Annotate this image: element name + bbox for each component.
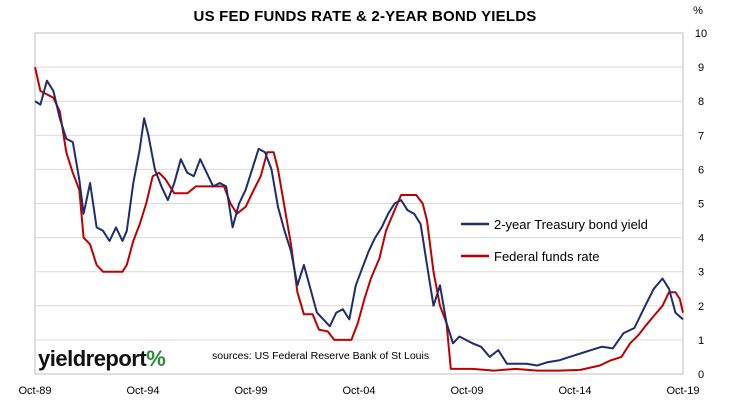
x-tick-label-3: Oct-04 <box>342 385 375 397</box>
y-tick-label-6: 6 <box>698 164 704 176</box>
yieldreport-logo: yieldreport% <box>38 346 166 372</box>
y-unit-label: % <box>693 5 703 17</box>
y-tick-label-7: 7 <box>698 130 704 142</box>
series-line-treasury-yield <box>34 79 684 367</box>
y-tick-label-3: 3 <box>698 267 704 279</box>
y-tick-label-4: 4 <box>698 233 704 245</box>
x-tick-label-1: Oct-94 <box>126 385 159 397</box>
source-note: sources: US Federal Reserve Bank of St L… <box>212 350 429 362</box>
x-tick-label-2: Oct-99 <box>234 385 267 397</box>
x-tick-label-5: Oct-14 <box>558 385 591 397</box>
series-line-fed-funds-rate <box>34 66 684 372</box>
y-tick-label-2: 2 <box>698 301 704 313</box>
legend: 2-year Treasury bond yield Federal funds… <box>461 217 648 264</box>
y-tick-label-1: 1 <box>698 335 704 347</box>
chart-title: US FED FUNDS RATE & 2-YEAR BOND YIELDS <box>193 8 537 25</box>
x-tick-label-4: Oct-09 <box>450 385 483 397</box>
gridlines <box>35 66 683 341</box>
y-tick-label-5: 5 <box>698 199 704 211</box>
x-tick-label-0: Oct-89 <box>18 385 51 397</box>
y-tick-label-9: 9 <box>698 62 704 74</box>
y-tick-label-8: 8 <box>698 96 704 108</box>
y-axis: 0 1 2 3 4 5 6 7 8 9 10 <box>695 28 707 381</box>
brand-name: yieldreport <box>38 346 147 371</box>
y-tick-label-10: 10 <box>695 28 707 40</box>
brand-symbol: % <box>146 346 166 371</box>
y-tick-label-0: 0 <box>698 369 704 381</box>
legend-label-treasury: 2-year Treasury bond yield <box>494 217 648 232</box>
x-axis: Oct-89 Oct-94 Oct-99 Oct-04 Oct-09 Oct-14 Oct-… <box>18 385 699 397</box>
legend-label-fedfunds: Federal funds rate <box>494 249 600 264</box>
series-lines <box>34 66 684 372</box>
x-tick-label-6: Oct-19 <box>666 385 699 397</box>
